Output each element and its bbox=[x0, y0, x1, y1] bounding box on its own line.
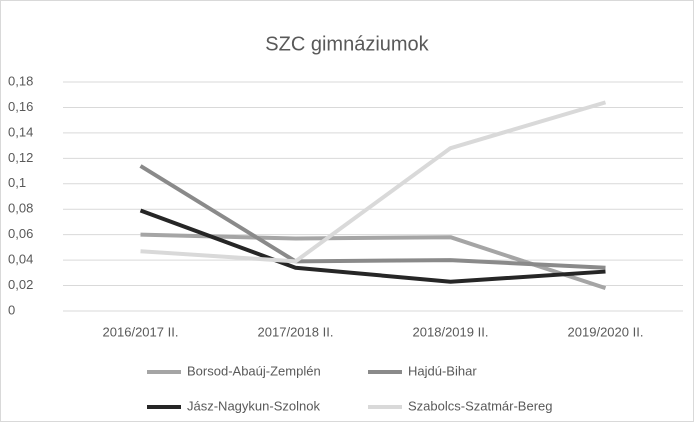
x-tick-label: 2018/2019 II. bbox=[413, 324, 489, 339]
y-tick-label: 0 bbox=[8, 302, 15, 317]
series-line bbox=[139, 164, 606, 270]
y-tick-label: 0,1 bbox=[8, 175, 26, 190]
y-tick-label: 0,18 bbox=[8, 73, 33, 88]
y-tick-label: 0,14 bbox=[8, 124, 33, 139]
y-tick-label: 0,08 bbox=[8, 201, 33, 216]
y-tick-label: 0,02 bbox=[8, 277, 33, 292]
legend-label: Szabolcs-Szatmár-Bereg bbox=[408, 398, 553, 413]
y-tick-label: 0,04 bbox=[8, 252, 33, 267]
x-tick-label: 2019/2020 II. bbox=[568, 324, 644, 339]
x-tick-label: 2017/2018 II. bbox=[258, 324, 334, 339]
x-tick-label: 2016/2017 II. bbox=[103, 324, 179, 339]
y-tick-label: 0,12 bbox=[8, 150, 33, 165]
y-tick-label: 0,16 bbox=[8, 99, 33, 114]
legend-label: Jász-Nagykun-Szolnok bbox=[187, 398, 320, 413]
chart-title: SZC gimnáziumok bbox=[265, 33, 429, 55]
y-tick-label: 0,06 bbox=[8, 226, 33, 241]
series-line bbox=[139, 208, 606, 284]
legend-label: Borsod-Abaúj-Zemplén bbox=[187, 363, 321, 378]
legend-label: Hajdú-Bihar bbox=[408, 363, 477, 378]
series-line bbox=[140, 100, 607, 264]
